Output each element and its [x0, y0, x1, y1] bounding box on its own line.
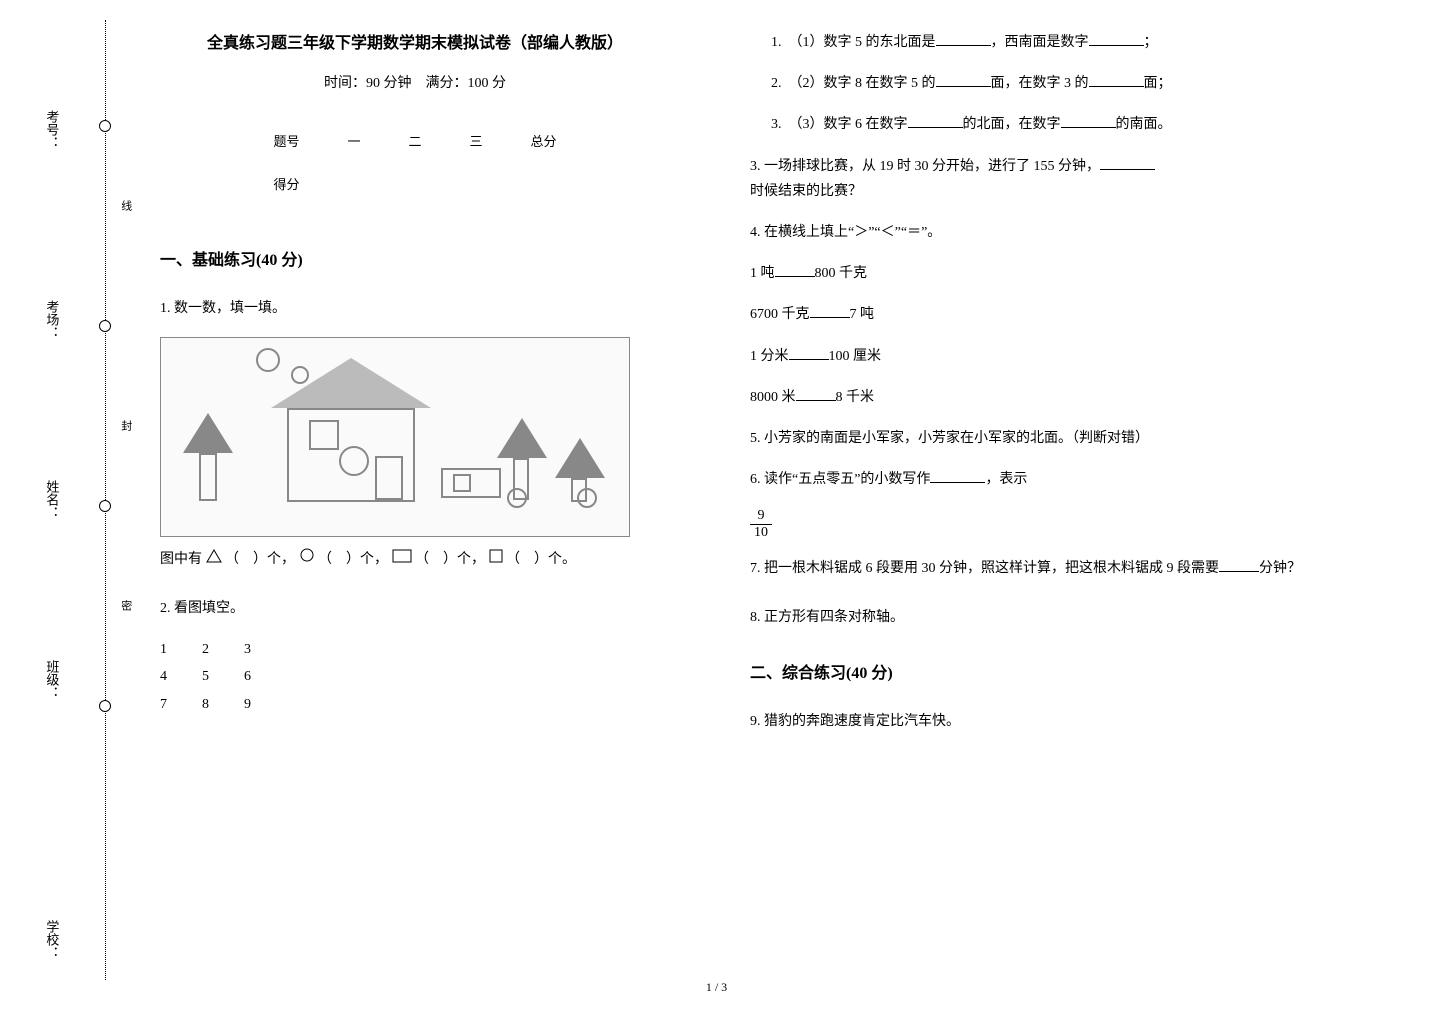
binding-circle [99, 120, 111, 132]
table-row: 得分 [249, 163, 580, 206]
blank [775, 263, 815, 277]
left-column: 全真练习题三年级下学期数学期末模拟试卷（部编人教版） 时间：90 分钟 满分：1… [160, 30, 670, 717]
section-2-heading: 二、综合练习(40 分) [750, 660, 1310, 689]
caption-prefix: 图中有 [160, 552, 202, 567]
blank [1089, 73, 1144, 87]
q4-line2: 6700 千克7 吨 [750, 302, 1310, 327]
seal-mi: 密 [115, 600, 135, 613]
q2-sub1: 1. （1）数字 5 的东北面是，西南面是数字； [750, 30, 1310, 55]
square-icon [309, 420, 339, 450]
grid-cell: 6 [244, 664, 272, 689]
score-label: 题号 [249, 120, 323, 163]
grid-cell: 5 [202, 664, 230, 689]
square-icon [453, 474, 471, 492]
blank [936, 32, 991, 46]
q2-sub2: 2. （2）数字 8 在数字 5 的面，在数字 3 的面； [750, 71, 1310, 96]
right-column: 1. （1）数字 5 的东北面是，西南面是数字； 2. （2）数字 8 在数字 … [750, 30, 1310, 750]
circle-icon [299, 547, 315, 563]
blank [936, 73, 991, 87]
blank [796, 387, 836, 401]
grid-cell: 1 [160, 637, 188, 662]
field-class: 班级： [40, 660, 63, 699]
section-1-heading: 一、基础练习(40 分) [160, 247, 670, 276]
question-6: 6. 读作“五点零五”的小数写作，表示 [750, 467, 1310, 492]
paren: （ [415, 552, 429, 567]
grid-cell: 3 [244, 637, 272, 662]
paren: （ [506, 552, 520, 567]
triangle-icon [183, 413, 233, 453]
exam-subtitle: 时间：90 分钟 满分：100 分 [160, 71, 670, 96]
table-row: 题号 一 二 三 总分 [249, 120, 580, 163]
blank [1219, 558, 1259, 572]
field-school: 学校： [40, 920, 63, 959]
grid-cell: 4 [160, 664, 188, 689]
blank [1089, 32, 1144, 46]
page-number: 1 / 3 [0, 977, 1433, 999]
paren: （ [318, 552, 332, 567]
numerator: 9 [750, 508, 772, 524]
field-exam-id: 考号： [40, 110, 63, 149]
q4-line3: 1 分米100 厘米 [750, 344, 1310, 369]
circle-icon [291, 366, 309, 384]
question-3: 3. 一场排球比赛，从 19 时 30 分开始，进行了 155 分钟， 时候结束… [750, 154, 1310, 204]
score-table: 题号 一 二 三 总分 得分 [249, 120, 580, 207]
score-label: 得分 [249, 163, 323, 206]
grid-cell: 2 [202, 637, 230, 662]
blank [810, 304, 850, 318]
q1-caption: 图中有 （ ）个， （ ）个， （ ）个， （ ）个。 [160, 547, 670, 572]
shapes-figure [160, 337, 630, 537]
question-8: 8. 正方形有四条对称轴。 [750, 605, 1310, 630]
question-4: 4. 在横线上填上“＞”“＜”“＝”。 [750, 220, 1310, 245]
rect-icon [441, 468, 501, 498]
blank [1100, 156, 1155, 170]
q4-line1: 1 吨800 千克 [750, 261, 1310, 286]
field-name: 姓名： [40, 480, 63, 519]
score-col: 三 [446, 120, 507, 163]
question-2: 2. 看图填空。 [160, 596, 670, 621]
triangle-icon [497, 418, 547, 458]
field-exam-room: 考场： [40, 300, 63, 339]
number-grid: 1 2 3 4 5 6 7 8 9 [160, 637, 272, 717]
rect-icon [392, 549, 412, 563]
score-col: 总分 [507, 120, 581, 163]
q6-fraction: 9 10 [750, 508, 1310, 540]
circle-icon [507, 488, 527, 508]
question-7: 7. 把一根木料锯成 6 段要用 30 分钟，照这样计算，把这根木料锯成 9 段… [750, 556, 1310, 581]
binding-circle [99, 320, 111, 332]
binding-circle [99, 500, 111, 512]
binding-circle [99, 700, 111, 712]
score-col: 一 [323, 120, 384, 163]
q4-line4: 8000 米8 千米 [750, 385, 1310, 410]
blank [930, 469, 985, 483]
question-5: 5. 小芳家的南面是小军家，小芳家在小军家的北面。（判断对错） [750, 426, 1310, 451]
circle-icon [256, 348, 280, 372]
square-icon [489, 549, 503, 563]
grid-cell: 9 [244, 692, 272, 717]
circle-icon [339, 446, 369, 476]
triangle-icon [555, 438, 605, 478]
q2-sub3: 3. （3）数字 6 在数字的北面，在数字的南面。 [750, 112, 1310, 137]
grid-cell: 7 [160, 692, 188, 717]
score-col: 二 [384, 120, 445, 163]
fraction: 9 10 [750, 508, 772, 540]
question-1: 1. 数一数，填一填。 [160, 296, 670, 321]
grid-cell: 8 [202, 692, 230, 717]
circle-icon [577, 488, 597, 508]
triangle-icon [206, 549, 222, 563]
blank [789, 346, 829, 360]
blank [1061, 114, 1116, 128]
rect-icon [199, 453, 217, 501]
exam-title: 全真练习题三年级下学期数学期末模拟试卷（部编人教版） [160, 30, 670, 59]
seal-xian: 线 [115, 200, 135, 213]
blank [908, 114, 963, 128]
seal-feng: 封 [115, 420, 135, 433]
question-9: 9. 猎豹的奔跑速度肯定比汽车快。 [750, 709, 1310, 734]
paren: （ [225, 552, 239, 567]
rect-icon [375, 456, 403, 500]
denominator: 10 [750, 525, 772, 540]
